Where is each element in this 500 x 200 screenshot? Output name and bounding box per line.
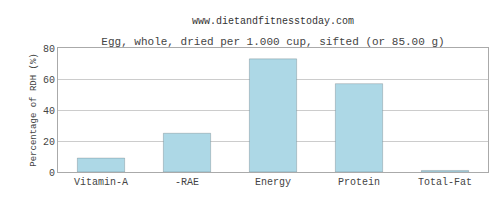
svg-text:Percentage of RDH (%): Percentage of RDH (%)	[29, 53, 39, 166]
svg-text:Protein: Protein	[338, 177, 380, 188]
svg-text:20: 20	[43, 137, 55, 148]
svg-text:Energy: Energy	[255, 177, 291, 188]
svg-text:Egg, whole, dried per 1.000 cu: Egg, whole, dried per 1.000 cup, sifted …	[101, 36, 444, 48]
svg-text:Vitamin-A: Vitamin-A	[74, 177, 128, 188]
svg-text:80: 80	[43, 44, 55, 55]
svg-text:40: 40	[43, 106, 55, 117]
svg-text:-RAE: -RAE	[175, 177, 199, 188]
svg-text:60: 60	[43, 75, 55, 86]
svg-text:0: 0	[49, 168, 55, 179]
svg-text:www.dietandfitnesstoday.com: www.dietandfitnesstoday.com	[192, 16, 354, 27]
svg-text:Total-Fat: Total-Fat	[418, 177, 472, 188]
